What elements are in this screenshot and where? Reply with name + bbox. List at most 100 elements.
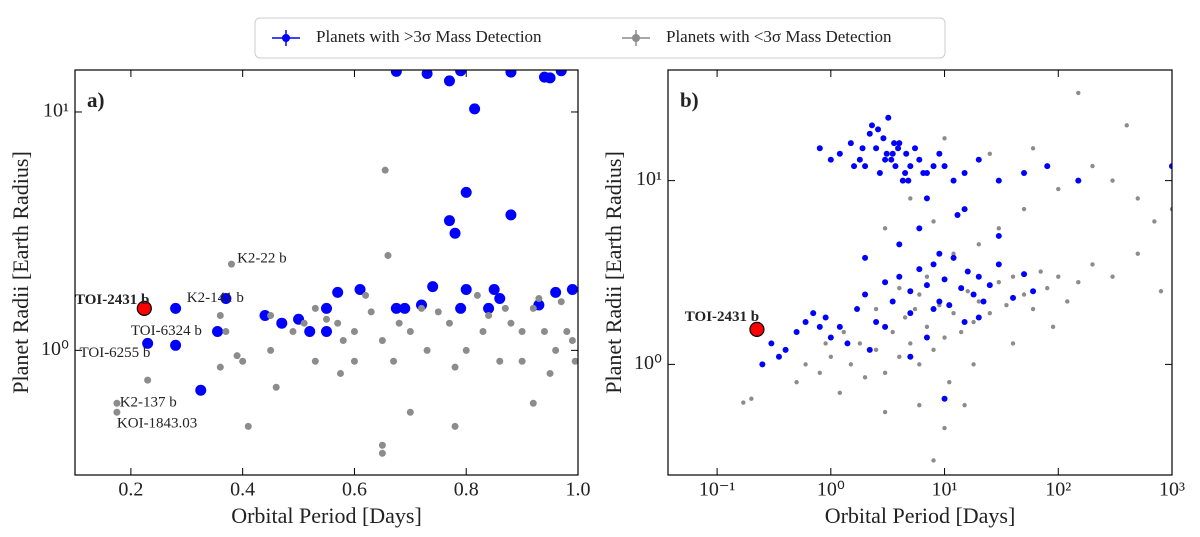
data-point xyxy=(501,304,509,312)
annotation: K2-22 b xyxy=(237,250,287,266)
legend-label: Planets with >3σ Mass Detection xyxy=(316,27,542,46)
data-point xyxy=(857,341,863,346)
y-tick-label: 10¹ xyxy=(636,168,662,190)
data-point xyxy=(212,325,224,337)
data-point xyxy=(923,334,930,341)
data-point xyxy=(902,170,909,177)
annotation: K2-141 b xyxy=(187,290,244,306)
data-point xyxy=(896,273,903,280)
data-point xyxy=(546,369,554,377)
data-point xyxy=(942,425,947,431)
data-point xyxy=(378,441,386,449)
data-point xyxy=(856,156,863,163)
data-point xyxy=(866,130,873,137)
data-point xyxy=(518,357,526,365)
data-point xyxy=(362,291,370,299)
data-point xyxy=(964,268,971,275)
data-point xyxy=(970,291,977,298)
data-point xyxy=(836,323,843,330)
data-point xyxy=(529,399,537,407)
data-point xyxy=(965,289,970,294)
data-point xyxy=(947,379,952,385)
data-point xyxy=(841,329,846,335)
data-point xyxy=(793,329,800,336)
data-point xyxy=(882,279,889,286)
data-point xyxy=(891,140,898,147)
data-point xyxy=(381,166,389,174)
x-tick-label: 10⁰ xyxy=(817,479,845,501)
data-point xyxy=(837,390,843,396)
data-point xyxy=(954,212,961,219)
data-point xyxy=(847,140,854,147)
data-point xyxy=(823,341,828,346)
data-point xyxy=(996,280,1002,285)
data-point xyxy=(170,302,182,314)
data-point xyxy=(1010,341,1016,346)
data-point xyxy=(873,319,880,326)
data-point xyxy=(507,319,515,327)
data-point xyxy=(267,346,275,354)
data-point xyxy=(1021,206,1027,212)
y-axis-label: Planet Radii [Earth Radius] xyxy=(8,151,33,394)
panel: TOI-2431 b K2-141 b TOI-6324 b TOI-6255 b K2… xyxy=(8,69,591,528)
data-point xyxy=(862,254,869,261)
data-point xyxy=(390,302,402,314)
data-point xyxy=(418,304,426,312)
data-point xyxy=(941,395,948,402)
data-point xyxy=(1021,292,1027,297)
data-point xyxy=(931,219,936,224)
data-point xyxy=(488,284,500,296)
data-point xyxy=(976,299,981,304)
data-point xyxy=(550,286,562,298)
x-tick-label: 0.4 xyxy=(230,479,255,501)
data-point xyxy=(995,261,1002,268)
data-point xyxy=(220,293,232,305)
data-point xyxy=(859,145,866,152)
data-point xyxy=(1030,306,1036,312)
data-point xyxy=(782,346,789,353)
data-point xyxy=(1030,146,1036,151)
data-point xyxy=(304,325,316,337)
data-point xyxy=(836,150,843,157)
panel-label: a) xyxy=(87,88,105,112)
data-point xyxy=(321,302,332,314)
data-point xyxy=(907,163,914,170)
data-point xyxy=(899,177,906,184)
axes-frame xyxy=(667,69,1173,476)
data-point xyxy=(975,156,982,163)
data-point xyxy=(311,304,319,312)
data-point xyxy=(460,186,472,198)
data-point xyxy=(980,298,987,305)
data-point xyxy=(741,400,746,405)
data-point xyxy=(367,308,375,316)
data-point xyxy=(848,362,854,367)
data-point xyxy=(827,156,834,163)
data-point xyxy=(227,260,235,268)
data-point xyxy=(496,357,504,365)
data-point xyxy=(958,285,965,292)
data-point xyxy=(903,150,910,157)
data-point xyxy=(942,335,947,340)
data-point xyxy=(907,310,914,317)
data-point xyxy=(233,352,241,360)
data-point xyxy=(483,302,495,314)
x-tick-label: 10¹ xyxy=(932,479,958,501)
data-point xyxy=(907,353,914,360)
data-point xyxy=(917,362,922,367)
data-point xyxy=(144,376,152,384)
data-point xyxy=(1110,274,1115,279)
data-point xyxy=(473,291,481,299)
data-point xyxy=(568,336,576,344)
panel-label: b) xyxy=(680,88,699,112)
data-point xyxy=(961,170,968,177)
data-point xyxy=(557,298,565,306)
y-tick-label: 10¹ xyxy=(43,100,69,122)
data-point xyxy=(321,325,332,337)
data-point xyxy=(1135,196,1140,201)
data-point xyxy=(443,215,455,227)
data-point xyxy=(451,363,459,371)
data-point xyxy=(1050,324,1056,330)
data-point xyxy=(924,324,930,330)
data-point xyxy=(827,334,834,341)
